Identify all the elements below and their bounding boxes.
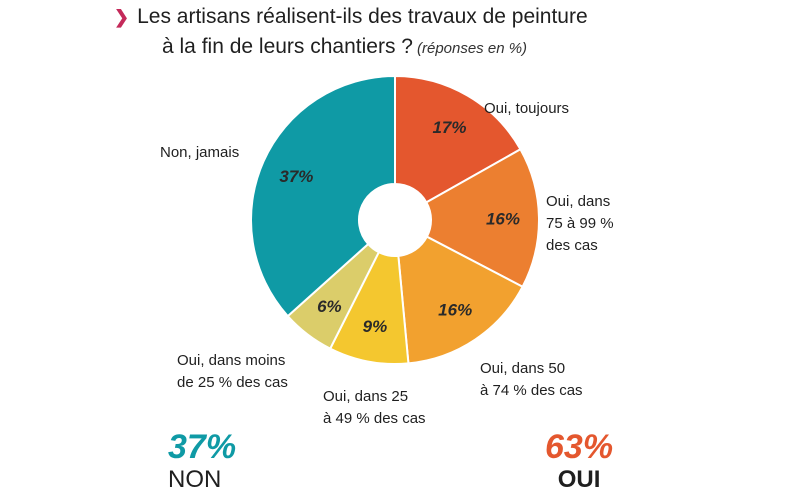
- pie-value-label-1: 16%: [486, 209, 520, 228]
- slice-label-non-jamais: Non, jamais: [160, 144, 240, 161]
- slice-label-oui-25-49: Oui, dans 25 à 49 % des cas: [323, 388, 426, 427]
- slice-label-oui-moins-25: Oui, dans moins de 25 % des cas: [177, 352, 288, 391]
- summary-non-label: NON: [168, 466, 222, 493]
- summary-oui-label: OUI: [557, 466, 601, 493]
- chart-title: ❯ Les artisans réalisent-ils des travaux …: [114, 2, 588, 64]
- chart-subtitle: (réponses en %): [416, 40, 528, 57]
- summary-oui: 63% OUI: [545, 428, 613, 494]
- pie-value-label-5: 37%: [279, 167, 313, 186]
- title-line1: Les artisans réalisent-ils des travaux d…: [137, 5, 588, 28]
- summary-oui-value: 63%: [545, 428, 614, 466]
- slice-label-oui-toujours: Oui, toujours: [484, 100, 570, 117]
- pie-value-label-0: 17%: [432, 118, 466, 137]
- slice-label-oui-50-74: Oui, dans 50 à 74 % des cas: [480, 360, 583, 399]
- pie-value-label-4: 6%: [317, 297, 342, 316]
- title-line2: à la fin de leurs chantiers ?: [162, 35, 413, 58]
- pie-slice-5: [250, 74, 396, 318]
- summary-non-value: 37%: [168, 428, 237, 466]
- pie-slice-0: [394, 74, 522, 204]
- pie-slice-1: [425, 147, 540, 289]
- slice-label-oui-75-99: Oui, dans 75 à 99 % des cas: [546, 193, 614, 254]
- chevron-right-icon: ❯: [114, 7, 130, 27]
- pie-slice-2: [397, 235, 524, 365]
- pie-value-label-2: 16%: [438, 301, 472, 320]
- summary-non: 37% NON: [168, 428, 236, 494]
- pie-value-label-3: 9%: [363, 317, 388, 336]
